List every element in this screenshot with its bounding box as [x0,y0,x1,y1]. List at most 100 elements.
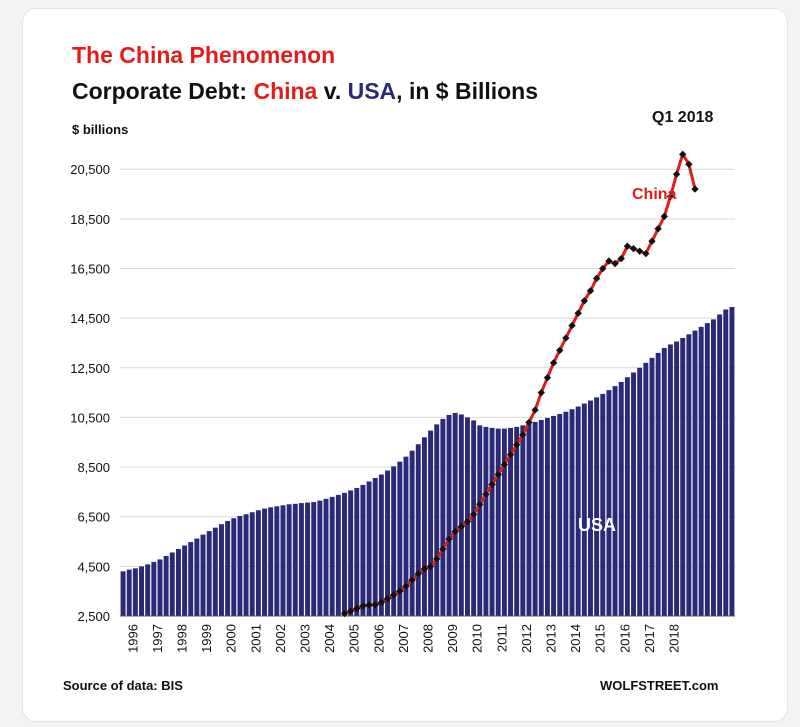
usa-bar [378,474,384,616]
usa-bar [139,566,144,616]
usa-bar [501,428,507,616]
china-point [488,480,496,489]
china-point [549,359,558,367]
usa-bar [225,520,231,616]
usa-bar [717,314,723,616]
usa-bar [698,326,704,616]
china-point [463,518,472,526]
usa-bar [520,425,526,616]
usa-bar [151,561,157,616]
china-point [568,321,576,330]
usa-bar [637,367,643,616]
chart-title: The China Phenomenon [72,42,336,68]
x-tick-label: 2016 [617,624,632,653]
usa-bar [514,426,520,616]
usa-bar [305,502,311,616]
x-tick-label: 2015 [593,624,608,653]
usa-bar [440,418,446,616]
usa-bar [182,545,188,616]
usa-bar [569,409,575,616]
usa-bar [348,490,354,616]
china-point [445,535,453,543]
usa-bar [551,415,557,616]
usa-bar [366,481,372,616]
source-note: Source of data: BIS [63,678,183,693]
china-point [346,607,355,615]
usa-bar [372,477,378,616]
usa-bar [471,420,477,616]
china-point [389,591,398,599]
y-tick-label: 10,500 [70,410,110,425]
usa-bar [335,494,341,616]
usa-bar [391,466,397,616]
china-point [537,388,545,397]
usa-bar [255,510,261,616]
china-point [371,601,379,609]
y-tick-label: 14,500 [70,311,110,326]
china-point [672,170,681,178]
subtitle-part: Corporate Debt: [72,78,254,104]
china-point [402,582,410,590]
china-point [439,545,447,553]
china-point [531,406,539,414]
china-point [359,602,367,610]
usa-bar [145,564,151,616]
subtitle-part: USA [347,78,397,104]
usa-bar [483,426,489,616]
china-point [642,249,650,258]
x-tick-label: 2010 [470,624,485,653]
usa-bar [175,548,181,616]
usa-bar [311,502,317,616]
usa-bar [667,344,673,616]
usa-bar [588,400,593,616]
usa-bar [212,527,218,616]
x-tick-label: 2013 [544,624,559,653]
usa-bar [704,323,710,616]
china-point [629,244,638,253]
usa-bar [126,569,132,616]
usa-bar [544,417,550,616]
china-point [586,287,595,295]
usa-bar [649,357,655,616]
y-tick-label: 12,500 [70,361,110,376]
chart-subtitle: Corporate Debt: China v. USA, in $ Billi… [72,78,538,105]
usa-bar [575,406,581,616]
china-point [414,570,422,578]
usa-bar [458,414,464,616]
china-point [433,555,441,563]
usa-bar [329,496,335,616]
x-tick-label: 2011 [494,624,509,652]
x-tick-label: 2006 [371,624,386,653]
x-tick-label: 2008 [421,624,436,653]
china-point [611,259,619,268]
usa-bar [169,552,175,616]
x-tick-label: 2004 [322,624,337,653]
china-point [666,192,675,201]
usa-bar [354,487,360,616]
usa-bar [249,512,255,616]
china-point [482,490,490,499]
china-point [574,309,582,317]
china-point [377,598,386,607]
y-tick-label: 8,500 [77,460,110,475]
usa-bar [624,377,630,616]
usa-bar [286,504,292,616]
china-point [457,522,466,531]
usa-bar [188,542,194,616]
usa-bar [428,430,434,616]
china-point [617,254,625,263]
x-tick-label: 1999 [199,624,214,653]
x-tick-label: 2009 [445,624,460,653]
usa-bar [508,427,513,616]
usa-bar [526,423,532,616]
x-tick-label: 1998 [175,624,190,653]
usa-bar [120,571,126,616]
usa-bar [563,411,569,616]
y-tick-label: 18,500 [70,212,110,227]
china-point [451,527,459,536]
x-tick-label: 1997 [150,624,165,653]
china-point [592,274,601,283]
china-point [506,450,515,459]
x-tick-label: 2012 [519,624,534,653]
usa-bar [557,413,563,616]
